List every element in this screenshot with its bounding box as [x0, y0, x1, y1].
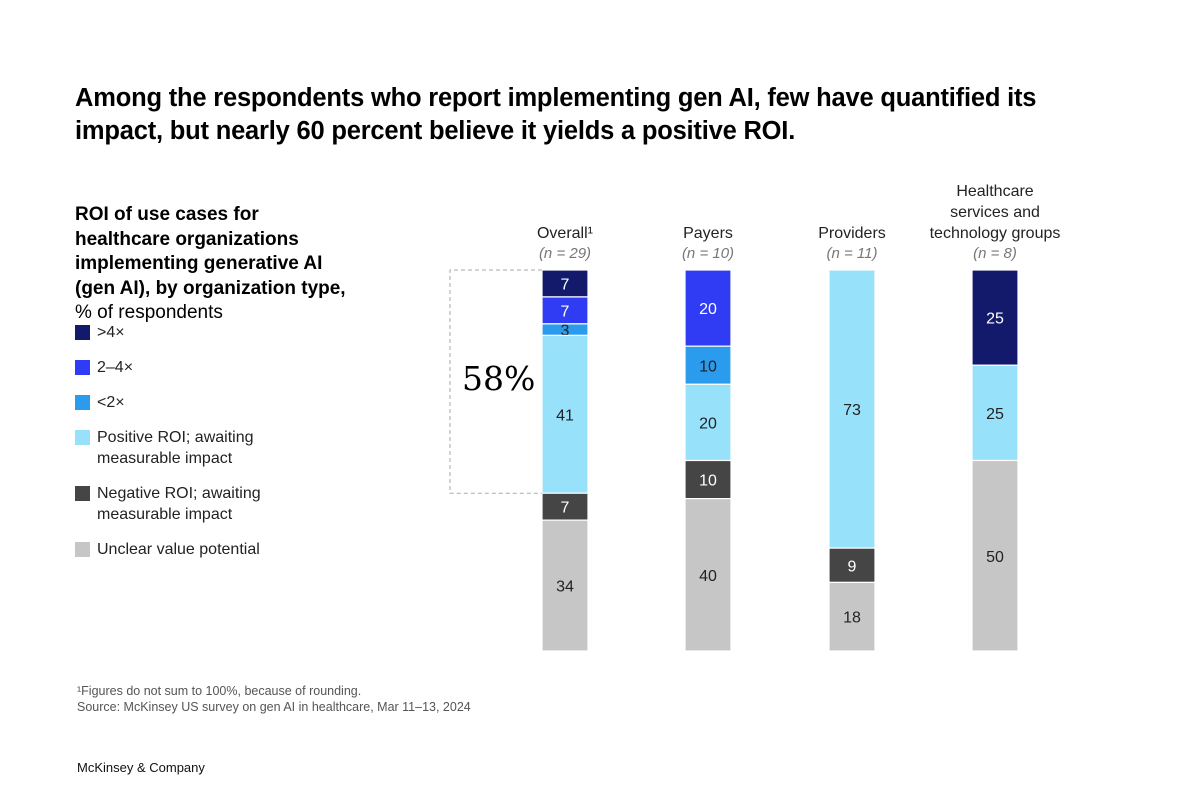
legend-label: Negative ROI; awaiting measurable impact [97, 485, 261, 523]
legend-swatch [75, 486, 90, 501]
subtitle-bold: ROI of use cases for healthcare organiza… [75, 204, 346, 299]
bar-segment [684, 269, 732, 347]
legend-swatch [75, 430, 90, 445]
legend-item: Unclear value potential [75, 539, 355, 560]
bar-segment [541, 334, 589, 494]
data-label: 50 [986, 549, 1004, 566]
legend-label: <2× [97, 394, 125, 411]
data-label: 41 [556, 407, 574, 424]
sample-size-label: (n = 8) [973, 245, 1017, 262]
footnotes: ¹Figures do not sum to 100%, because of … [77, 683, 471, 715]
category-label: technology groups [930, 225, 1061, 242]
bar-segment [828, 269, 876, 549]
category-label: Overall¹ [537, 225, 593, 242]
legend-item: Positive ROI; awaiting measurable impact [75, 427, 355, 469]
data-label: 34 [556, 579, 574, 596]
legend-swatch [75, 325, 90, 340]
data-label: 10 [699, 473, 717, 490]
annotation-label: 58% [462, 359, 535, 398]
category-label: Payers [683, 225, 733, 242]
data-label: 25 [986, 406, 1004, 423]
footnote: ¹Figures do not sum to 100%, because of … [77, 684, 362, 698]
legend-item: <2× [75, 392, 355, 413]
bar-segment [541, 269, 589, 298]
legend-item: >4× [75, 322, 355, 343]
category-label: Providers [818, 225, 886, 242]
legend: >4× 2–4× <2× Positive ROI; awaiting measura… [75, 322, 355, 574]
subtitle-unit: % of respondents [75, 302, 223, 323]
legend-item: 2–4× [75, 357, 355, 378]
annotation-bracket [449, 269, 542, 494]
bar-segment [971, 459, 1019, 652]
bar-segment [971, 269, 1019, 366]
chart-title: Among the respondents who report impleme… [75, 84, 1037, 145]
legend-swatch [75, 395, 90, 410]
data-label: 3 [561, 323, 570, 340]
legend-label: 2–4× [97, 359, 134, 376]
bar-segment [541, 492, 589, 521]
brand-name: McKinsey & Company [77, 760, 205, 775]
sample-size-label: (n = 11) [827, 245, 878, 262]
bar-segment [541, 296, 589, 325]
sample-size-label: (n = 10) [682, 245, 734, 262]
data-label: 18 [843, 610, 861, 627]
bar-segment [828, 547, 876, 584]
data-label: 9 [848, 558, 857, 575]
legend-item: Negative ROI; awaiting measurable impact [75, 483, 355, 525]
legend-label: >4× [97, 324, 125, 341]
bar-segment [684, 383, 732, 462]
source-note: Source: McKinsey US survey on gen AI in … [77, 700, 471, 714]
data-label: 25 [986, 311, 1004, 328]
data-label: 20 [699, 301, 717, 318]
data-label: 40 [699, 568, 717, 585]
legend-label: Unclear value potential [97, 541, 260, 558]
legend-swatch [75, 360, 90, 375]
data-label: 20 [699, 415, 717, 432]
bar-segment [684, 459, 732, 500]
bar-segment [684, 345, 732, 385]
data-label: 7 [561, 303, 570, 320]
legend-label: Positive ROI; awaiting measurable impact [97, 429, 254, 467]
bar-segment [541, 519, 589, 652]
data-label: 7 [561, 276, 570, 293]
data-label: 10 [699, 358, 717, 375]
bar-segment [828, 581, 876, 652]
sample-size-label: (n = 29) [539, 245, 591, 262]
legend-swatch [75, 542, 90, 557]
bar-segment [684, 498, 732, 652]
data-label: 7 [561, 500, 570, 517]
category-label: Healthcare [956, 183, 1033, 200]
category-label: services and [950, 204, 1040, 221]
chart-subtitle: ROI of use cases for healthcare organiza… [75, 203, 350, 326]
data-label: 73 [843, 402, 861, 419]
